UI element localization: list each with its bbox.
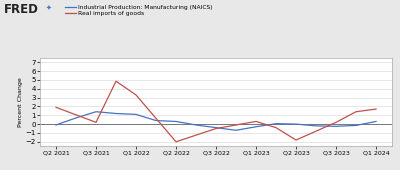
Y-axis label: Percent Change: Percent Change <box>18 77 23 127</box>
Text: ✦: ✦ <box>46 5 52 11</box>
Legend: Industrial Production: Manufacturing (NAICS), Real imports of goods: Industrial Production: Manufacturing (NA… <box>65 5 213 16</box>
Text: FRED: FRED <box>4 3 39 16</box>
